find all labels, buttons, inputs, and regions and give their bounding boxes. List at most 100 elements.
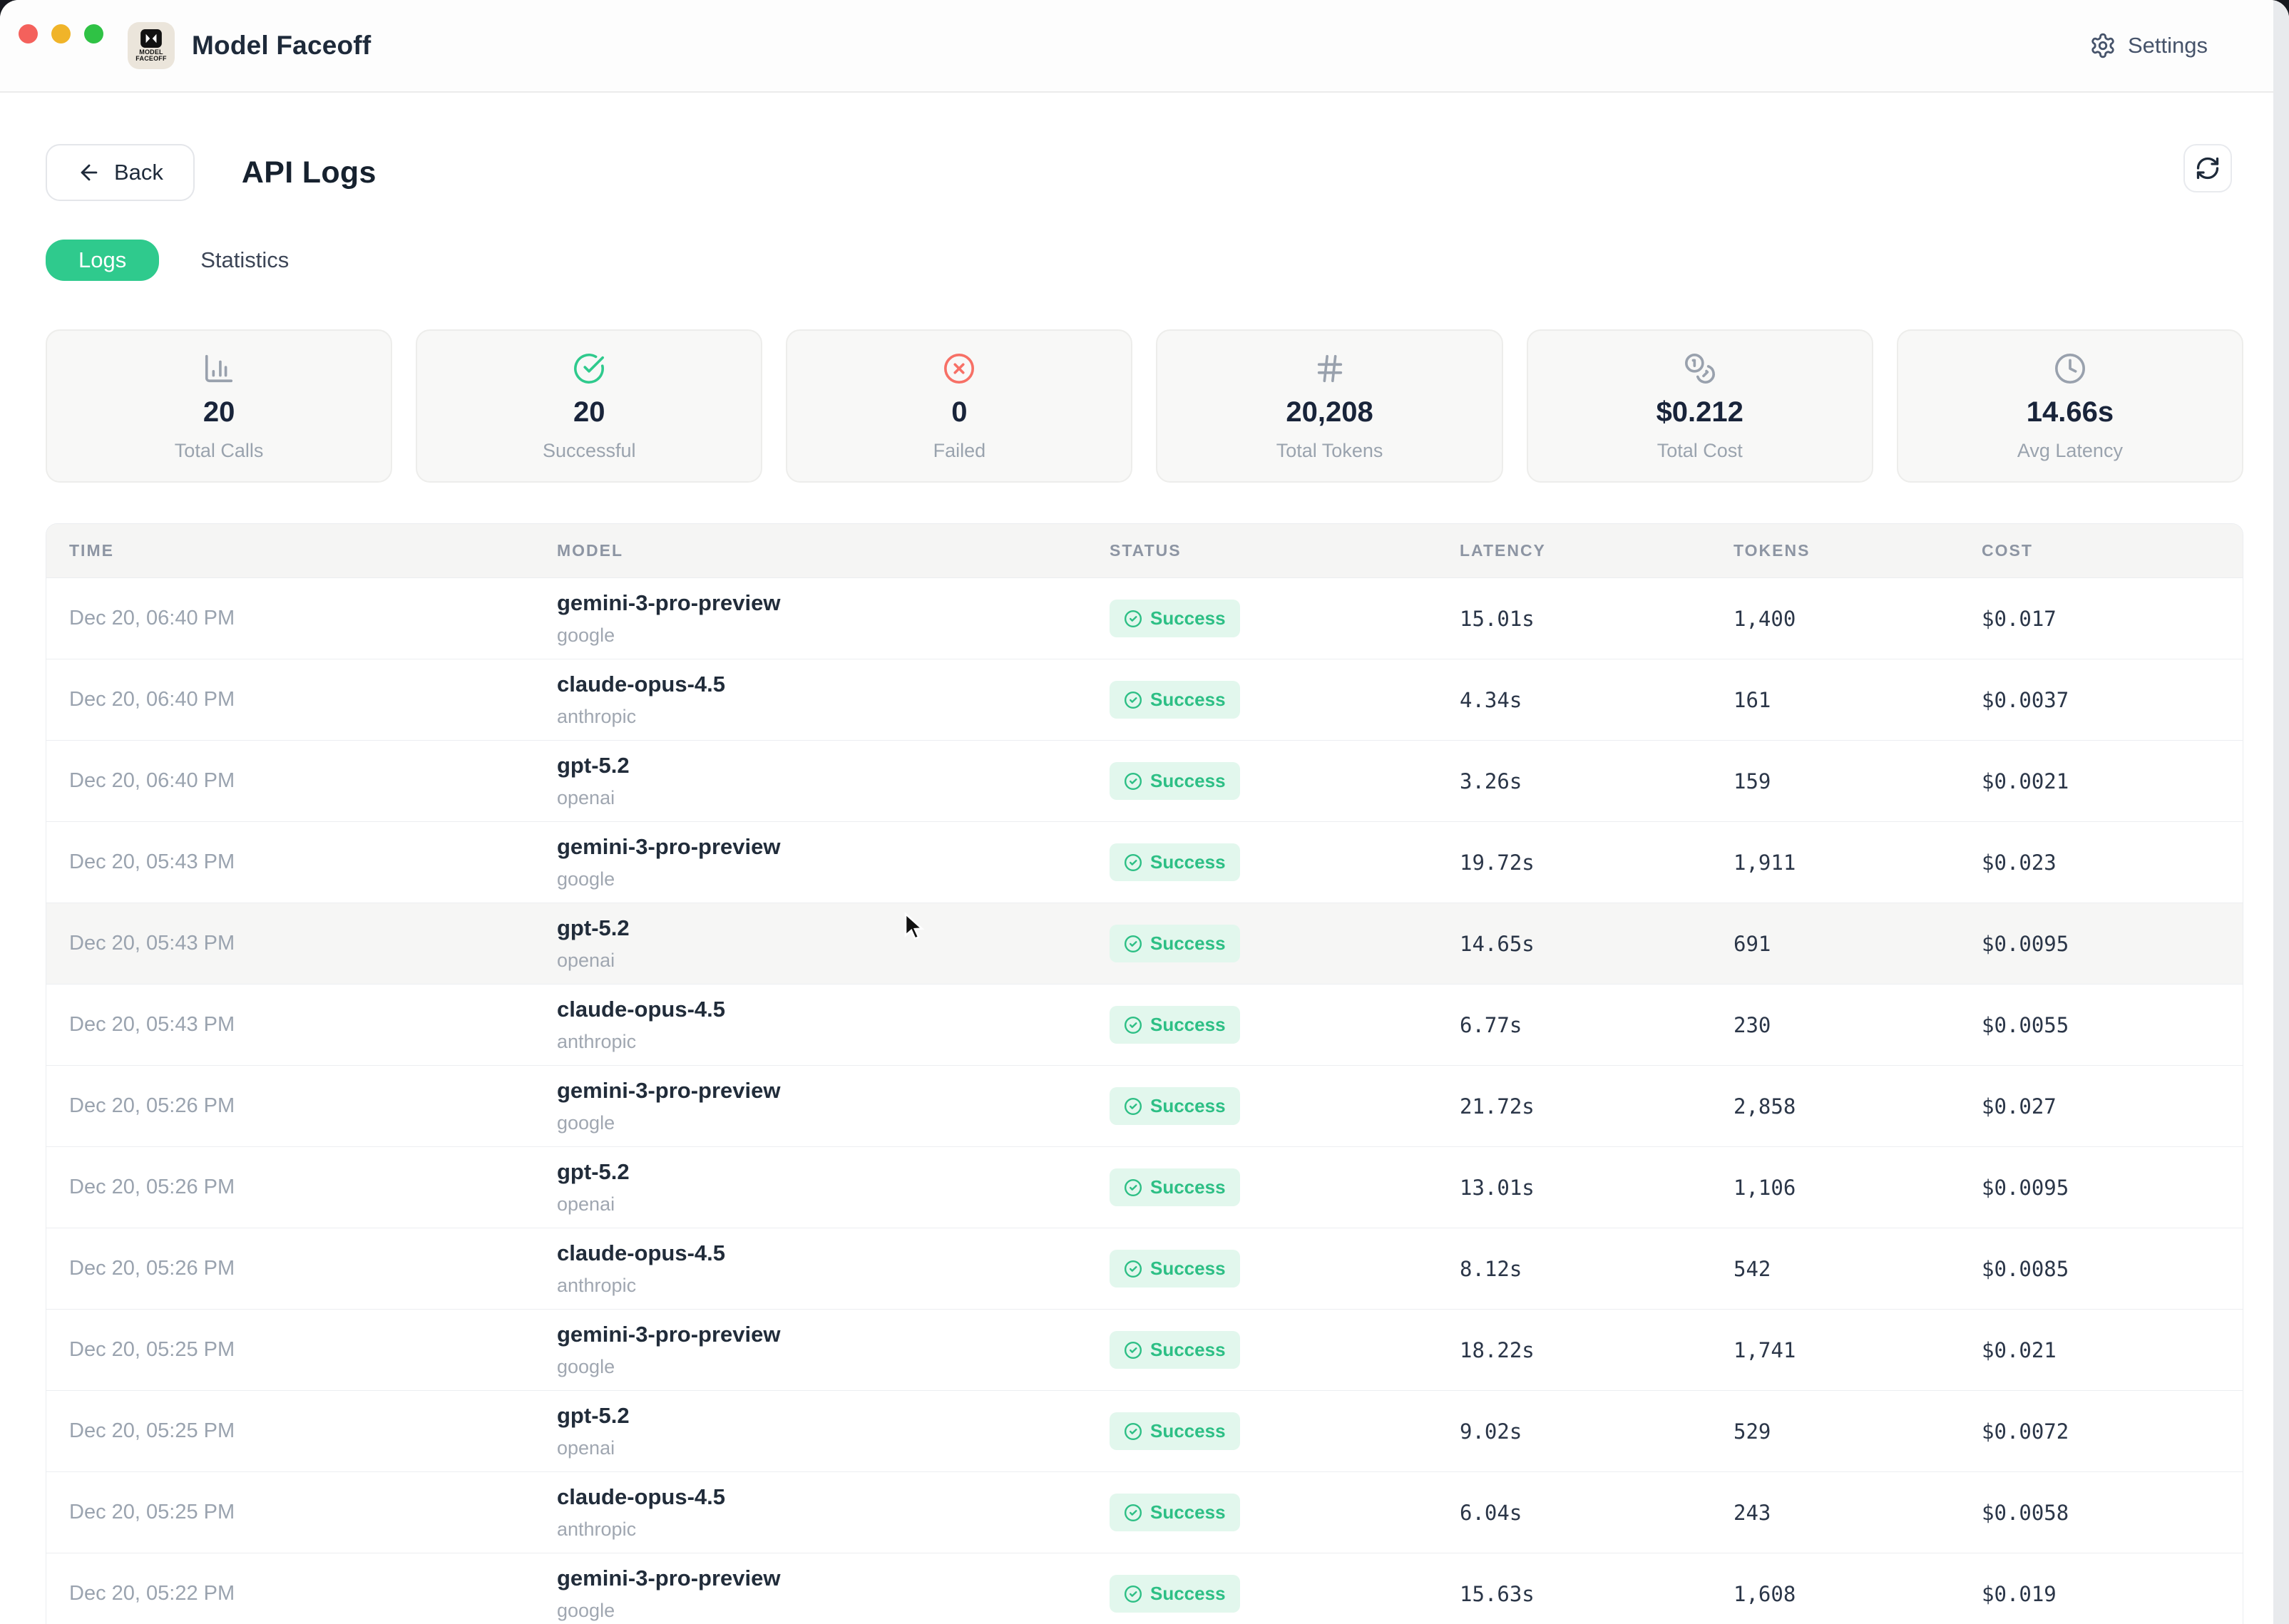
latency-value: 13.01s: [1460, 1175, 1535, 1200]
refresh-button[interactable]: [2183, 144, 2232, 192]
app-logo-text-2: FACEOFF: [135, 55, 167, 62]
stat-value: 0: [951, 396, 968, 428]
view-tabs: Logs Statistics: [46, 240, 2243, 281]
check-circle-icon: [1124, 1097, 1142, 1115]
log-time: Dec 20, 05:25 PM: [69, 1338, 235, 1361]
status-badge: Success: [1110, 1331, 1240, 1369]
status-badge: Success: [1110, 843, 1240, 881]
log-time: Dec 20, 05:26 PM: [69, 1257, 235, 1280]
status-badge: Success: [1110, 1006, 1240, 1044]
table-row[interactable]: Dec 20, 05:26 PM claude-opus-4.5 anthrop…: [46, 1228, 2243, 1310]
status-label: Success: [1150, 1176, 1226, 1198]
status-label: Success: [1150, 689, 1226, 710]
log-time: Dec 20, 05:43 PM: [69, 932, 235, 955]
column-header-tokens: TOKENS: [1734, 541, 1811, 560]
stat-card: 0 Failed: [786, 329, 1133, 483]
table-row[interactable]: Dec 20, 05:25 PM gpt-5.2 openai Success …: [46, 1391, 2243, 1472]
log-time: Dec 20, 06:40 PM: [69, 688, 235, 711]
model-provider: openai: [557, 1193, 615, 1215]
table-row[interactable]: Dec 20, 05:22 PM gemini-3-pro-preview go…: [46, 1553, 2243, 1624]
cost-value: $0.021: [1982, 1337, 2057, 1362]
bar-chart-icon: [205, 354, 233, 382]
status-badge: Success: [1110, 600, 1240, 637]
log-time: Dec 20, 05:26 PM: [69, 1094, 235, 1117]
status-badge: Success: [1110, 925, 1240, 962]
table-row[interactable]: Dec 20, 05:25 PM gemini-3-pro-preview go…: [46, 1310, 2243, 1391]
clock-icon: [2054, 353, 2085, 384]
latency-value: 21.72s: [1460, 1094, 1535, 1119]
check-circle-icon: [1124, 691, 1142, 709]
status-badge: Success: [1110, 762, 1240, 800]
traffic-lights: [19, 24, 103, 43]
table-header: TIME MODEL STATUS LATENCY TOKENS COST: [46, 524, 2243, 578]
model-provider: google: [557, 868, 615, 890]
tab-logs[interactable]: Logs: [46, 240, 160, 281]
vertical-scrollbar[interactable]: [2273, 0, 2289, 1624]
latency-value: 4.34s: [1460, 687, 1522, 712]
latency-value: 18.22s: [1460, 1337, 1535, 1362]
table-row[interactable]: Dec 20, 06:40 PM claude-opus-4.5 anthrop…: [46, 659, 2243, 741]
hash-icon: [1317, 354, 1342, 382]
check-circle-icon: [1124, 772, 1142, 790]
cost-value: $0.0095: [1982, 931, 2069, 956]
check-circle-icon: [574, 353, 605, 384]
model-provider: openai: [557, 950, 615, 971]
model-name: claude-opus-4.5: [557, 672, 725, 697]
table-row[interactable]: Dec 20, 05:43 PM gemini-3-pro-preview go…: [46, 822, 2243, 903]
table-row[interactable]: Dec 20, 05:26 PM gemini-3-pro-preview go…: [46, 1066, 2243, 1147]
table-row[interactable]: Dec 20, 05:43 PM gpt-5.2 openai Success …: [46, 903, 2243, 985]
table-row[interactable]: Dec 20, 05:43 PM claude-opus-4.5 anthrop…: [46, 985, 2243, 1066]
model-provider: anthropic: [557, 1031, 637, 1052]
minimize-window-button[interactable]: [51, 24, 71, 43]
check-circle-icon: [1124, 1016, 1142, 1034]
status-badge: Success: [1110, 1250, 1240, 1288]
stat-value: $0.212: [1656, 396, 1743, 428]
tokens-value: 1,911: [1734, 850, 1796, 875]
status-label: Success: [1150, 1095, 1226, 1116]
model-name: claude-opus-4.5: [557, 1240, 725, 1265]
coins-icon: [1684, 353, 1715, 384]
status-badge: Success: [1110, 1087, 1240, 1125]
cost-value: $0.017: [1982, 606, 2057, 631]
model-name: claude-opus-4.5: [557, 1484, 725, 1509]
zoom-window-button[interactable]: [84, 24, 103, 43]
table-row[interactable]: Dec 20, 05:25 PM claude-opus-4.5 anthrop…: [46, 1472, 2243, 1553]
table-row[interactable]: Dec 20, 06:40 PM gpt-5.2 openai Success …: [46, 741, 2243, 822]
log-time: Dec 20, 06:40 PM: [69, 769, 235, 792]
log-time: Dec 20, 05:25 PM: [69, 1419, 235, 1442]
status-label: Success: [1150, 607, 1226, 629]
settings-button[interactable]: Settings: [2089, 32, 2208, 59]
latency-value: 14.65s: [1460, 931, 1535, 956]
page-title: API Logs: [241, 155, 377, 190]
check-circle-icon: [1124, 935, 1142, 952]
model-provider: anthropic: [557, 1275, 637, 1296]
status-badge: Success: [1110, 1412, 1240, 1450]
cost-value: $0.019: [1982, 1581, 2057, 1606]
tokens-value: 1,608: [1734, 1581, 1796, 1606]
stats-row: 20 Total Calls 20 Successful 0 Failed 20…: [46, 329, 2243, 483]
stat-value: 20: [203, 396, 235, 428]
column-header-model: MODEL: [557, 541, 624, 560]
status-label: Success: [1150, 1501, 1226, 1523]
table-row[interactable]: Dec 20, 05:26 PM gpt-5.2 openai Success …: [46, 1147, 2243, 1228]
status-label: Success: [1150, 1420, 1226, 1441]
back-button[interactable]: Back: [46, 144, 195, 201]
latency-value: 6.04s: [1460, 1500, 1522, 1525]
status-badge: Success: [1110, 1575, 1240, 1613]
table-row[interactable]: Dec 20, 06:40 PM gemini-3-pro-preview go…: [46, 578, 2243, 659]
status-badge: Success: [1110, 681, 1240, 719]
stat-label: Successful: [542, 439, 636, 461]
column-header-time: TIME: [69, 541, 114, 560]
tab-statistics[interactable]: Statistics: [200, 247, 290, 272]
gear-icon: [2091, 33, 2114, 58]
cost-value: $0.0072: [1982, 1419, 2069, 1444]
model-name: gemini-3-pro-preview: [557, 590, 781, 615]
model-name: gpt-5.2: [557, 1403, 630, 1428]
log-time: Dec 20, 06:40 PM: [69, 607, 235, 629]
model-provider: google: [557, 1356, 615, 1377]
stat-card: 14.66s Avg Latency: [1896, 329, 2243, 483]
close-window-button[interactable]: [19, 24, 38, 43]
tokens-value: 1,400: [1734, 606, 1796, 631]
stat-label: Total Cost: [1656, 439, 1743, 461]
status-label: Success: [1150, 932, 1226, 954]
